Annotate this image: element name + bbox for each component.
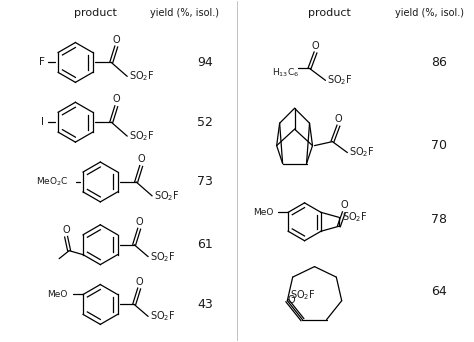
Text: SO$_2$F: SO$_2$F <box>150 310 176 323</box>
Text: SO$_2$F: SO$_2$F <box>342 210 367 224</box>
Text: SO$_2$F: SO$_2$F <box>150 250 176 264</box>
Text: product: product <box>74 8 117 18</box>
Text: MeO$_2$C: MeO$_2$C <box>36 176 69 188</box>
Text: 52: 52 <box>197 116 213 129</box>
Text: 78: 78 <box>431 213 447 226</box>
Text: product: product <box>308 8 351 18</box>
Text: O: O <box>340 200 347 210</box>
Text: SO$_2$F: SO$_2$F <box>349 146 375 159</box>
Text: H$_{13}$C$_6$: H$_{13}$C$_6$ <box>272 66 299 79</box>
Text: 86: 86 <box>431 56 447 69</box>
Text: O: O <box>312 40 319 51</box>
Text: O: O <box>287 295 295 305</box>
Text: 61: 61 <box>197 238 213 251</box>
Text: F: F <box>38 57 45 67</box>
Text: 70: 70 <box>431 139 447 152</box>
Text: MeO: MeO <box>253 208 273 217</box>
Text: O: O <box>136 217 143 227</box>
Text: SO$_2$F: SO$_2$F <box>129 69 155 83</box>
Text: 43: 43 <box>197 298 213 311</box>
Text: yield (%, isol.): yield (%, isol.) <box>151 8 219 18</box>
Text: yield (%, isol.): yield (%, isol.) <box>394 8 464 18</box>
Text: 94: 94 <box>197 56 213 69</box>
Text: O: O <box>112 35 120 44</box>
Text: SO$_2$F: SO$_2$F <box>328 74 353 87</box>
Text: I: I <box>41 117 44 127</box>
Text: SO$_2$F: SO$_2$F <box>154 189 180 203</box>
Text: SO$_2$F: SO$_2$F <box>290 288 316 302</box>
Text: O: O <box>112 94 120 104</box>
Text: 64: 64 <box>431 285 447 298</box>
Text: MeO: MeO <box>47 290 67 299</box>
Text: O: O <box>137 154 145 164</box>
Text: O: O <box>62 225 70 235</box>
Text: 73: 73 <box>197 175 213 188</box>
Text: O: O <box>335 114 342 124</box>
Text: O: O <box>136 277 143 287</box>
Text: SO$_2$F: SO$_2$F <box>129 129 155 143</box>
